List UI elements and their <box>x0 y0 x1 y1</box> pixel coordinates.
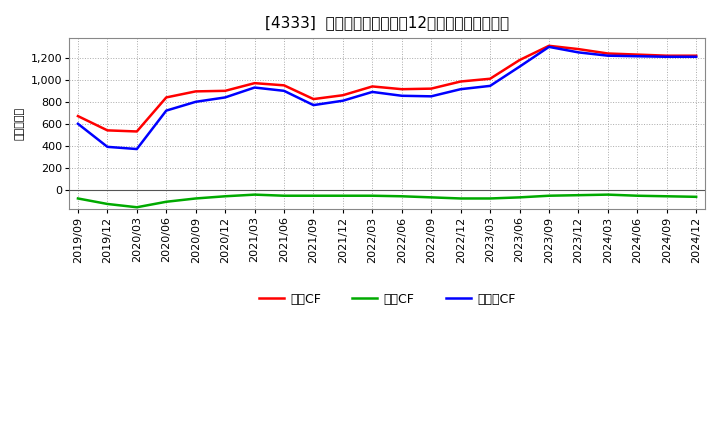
フリーCF <box>603 53 612 59</box>
投資CF <box>516 195 524 200</box>
フリーCF <box>662 54 671 59</box>
投資CF <box>544 193 553 198</box>
投資CF <box>692 194 701 199</box>
営業CF <box>368 84 377 89</box>
フリーCF <box>162 108 171 113</box>
投資CF <box>132 205 141 210</box>
Line: 営業CF: 営業CF <box>78 46 696 132</box>
Y-axis label: （百万円）: （百万円） <box>15 107 25 140</box>
フリーCF <box>633 54 642 59</box>
フリーCF <box>544 44 553 50</box>
投資CF <box>162 199 171 205</box>
営業CF <box>544 43 553 48</box>
フリーCF <box>368 89 377 95</box>
営業CF <box>103 128 112 133</box>
営業CF <box>456 79 465 84</box>
営業CF <box>73 114 82 119</box>
フリーCF <box>132 147 141 152</box>
営業CF <box>162 95 171 100</box>
投資CF <box>73 196 82 201</box>
営業CF <box>486 76 495 81</box>
フリーCF <box>516 64 524 70</box>
投資CF <box>309 193 318 198</box>
フリーCF <box>338 98 347 103</box>
営業CF <box>309 96 318 102</box>
フリーCF <box>251 85 259 90</box>
Legend: 営業CF, 投資CF, フリーCF: 営業CF, 投資CF, フリーCF <box>254 288 521 311</box>
営業CF <box>574 47 582 52</box>
フリーCF <box>427 94 436 99</box>
営業CF <box>221 88 230 93</box>
投資CF <box>251 192 259 197</box>
フリーCF <box>574 50 582 55</box>
フリーCF <box>192 99 200 104</box>
フリーCF <box>456 87 465 92</box>
営業CF <box>603 51 612 56</box>
フリーCF <box>221 95 230 100</box>
投資CF <box>279 193 288 198</box>
投資CF <box>427 195 436 200</box>
投資CF <box>603 192 612 197</box>
Line: 投資CF: 投資CF <box>78 194 696 207</box>
投資CF <box>662 194 671 199</box>
投資CF <box>103 202 112 207</box>
フリーCF <box>486 83 495 88</box>
フリーCF <box>279 88 288 93</box>
投資CF <box>633 193 642 198</box>
フリーCF <box>397 93 406 99</box>
営業CF <box>192 89 200 94</box>
投資CF <box>192 196 200 201</box>
投資CF <box>486 196 495 201</box>
投資CF <box>397 194 406 199</box>
Title: [4333]  キャッシュフローの12か月移動合計の推移: [4333] キャッシュフローの12か月移動合計の推移 <box>265 15 509 30</box>
投資CF <box>368 193 377 198</box>
投資CF <box>338 193 347 198</box>
営業CF <box>279 83 288 88</box>
Line: フリーCF: フリーCF <box>78 47 696 149</box>
営業CF <box>633 52 642 57</box>
フリーCF <box>73 121 82 126</box>
営業CF <box>338 92 347 98</box>
営業CF <box>427 86 436 91</box>
営業CF <box>397 87 406 92</box>
フリーCF <box>103 144 112 150</box>
投資CF <box>574 193 582 198</box>
フリーCF <box>692 54 701 59</box>
営業CF <box>516 58 524 63</box>
営業CF <box>692 53 701 59</box>
営業CF <box>251 81 259 86</box>
投資CF <box>456 196 465 201</box>
投資CF <box>221 194 230 199</box>
営業CF <box>662 53 671 59</box>
フリーCF <box>309 103 318 108</box>
営業CF <box>132 129 141 134</box>
